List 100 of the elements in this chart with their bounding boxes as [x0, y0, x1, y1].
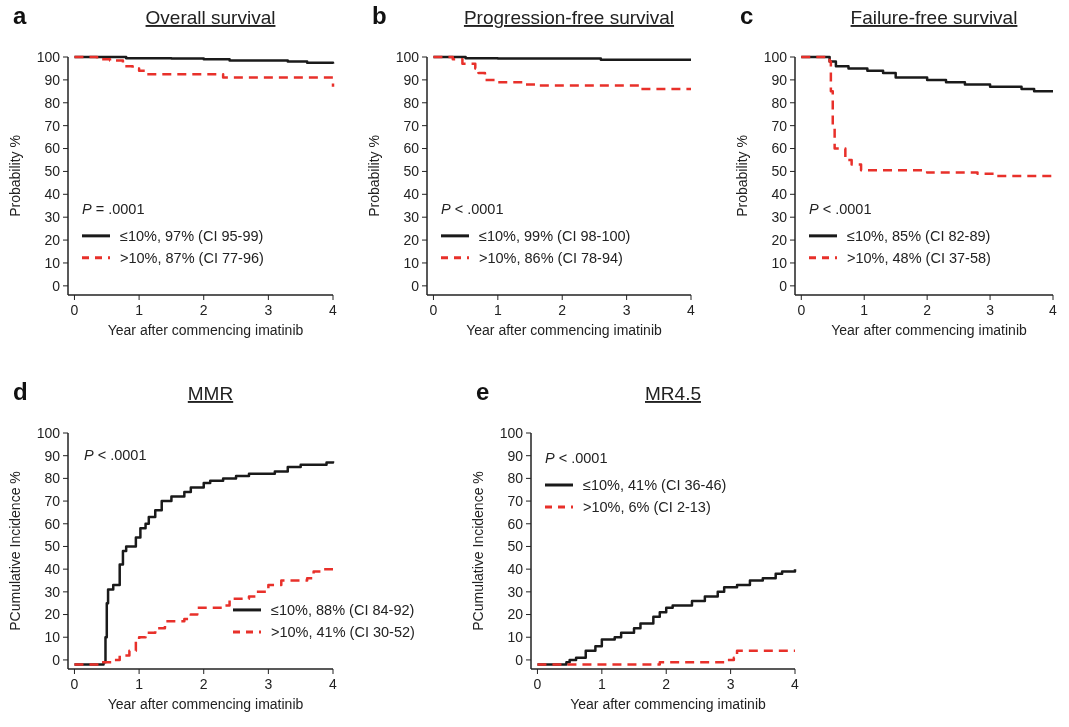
x-axis-title: Year after commencing imatinib [570, 696, 766, 712]
y-axis-title: Probability % [366, 135, 382, 217]
y-tick-label: 0 [52, 651, 61, 668]
text: c [740, 2, 754, 29]
y-tick-label: 80 [44, 470, 61, 487]
text: a [13, 2, 27, 29]
x-tick-label: 4 [329, 676, 338, 692]
annotation: P < .0001 [441, 200, 504, 217]
y-tick-label: 40 [44, 561, 61, 578]
y-tick-label: 30 [403, 209, 420, 226]
annotation: P = .0001 [82, 200, 145, 217]
y-tick-label: 60 [507, 515, 524, 532]
chart-title: Overall survival [145, 7, 276, 28]
x-tick-label: 1 [597, 676, 606, 692]
y-tick-label: 70 [507, 492, 524, 509]
chart-title: Failure-free survival [850, 7, 1018, 28]
text: d [13, 378, 28, 405]
x-tick-label: 4 [329, 302, 338, 318]
legend-label: ≤10%, 99% (CI 98-100) [479, 227, 631, 244]
x-tick-label: 2 [199, 302, 208, 318]
annotation: P < .0001 [809, 200, 872, 217]
x-tick-label: 3 [986, 302, 995, 318]
x-axis-title: Year after commencing imatinib [466, 322, 662, 338]
y-tick-label: 40 [507, 561, 524, 578]
chart-title: Progression-free survival [463, 7, 675, 28]
x-tick-label: 4 [791, 676, 800, 692]
y-tick-label: 100 [763, 48, 788, 65]
x-tick-label: 1 [135, 676, 144, 692]
y-tick-label: 90 [771, 71, 788, 88]
y-tick-label: 100 [36, 48, 61, 65]
x-tick-label: 3 [726, 676, 735, 692]
y-tick-label: 60 [44, 140, 61, 157]
y-tick-label: 60 [403, 140, 420, 157]
y-tick-label: 20 [507, 606, 524, 623]
legend-label: ≤10%, 88% (CI 84-92) [271, 601, 415, 618]
y-tick-label: 70 [771, 117, 788, 134]
y-tick-label: 40 [44, 186, 61, 203]
x-tick-label: 2 [662, 676, 671, 692]
y-tick-label: 80 [507, 470, 524, 487]
chart-title: MR4.5 [645, 383, 701, 404]
y-tick-label: 20 [44, 606, 61, 623]
x-axis-title: Year after commencing imatinib [831, 322, 1027, 338]
x-tick-label: 0 [70, 302, 79, 318]
y-tick-label: 70 [403, 117, 420, 134]
x-tick-label: 1 [135, 302, 144, 318]
x-tick-label: 2 [923, 302, 932, 318]
x-tick-label: 3 [622, 302, 631, 318]
y-axis-title: PCumulative Incidence % [470, 471, 486, 631]
y-tick-label: 60 [44, 515, 61, 532]
x-tick-label: 0 [70, 676, 79, 692]
y-axis-title: Probability % [7, 135, 23, 217]
y-tick-label: 10 [507, 629, 524, 646]
y-tick-label: 30 [44, 209, 61, 226]
x-axis-title: Year after commencing imatinib [107, 696, 304, 712]
x-tick-label: 0 [797, 302, 806, 318]
y-tick-label: 40 [403, 186, 420, 203]
y-tick-label: 0 [52, 277, 61, 294]
y-tick-label: 80 [771, 94, 788, 111]
y-tick-label: 40 [771, 186, 788, 203]
legend-label: ≤10%, 85% (CI 82-89) [847, 227, 991, 244]
legend-label: >10%, 86% (CI 78-94) [479, 249, 623, 266]
y-tick-label: 10 [771, 254, 788, 271]
y-tick-label: 90 [44, 447, 61, 464]
y-tick-label: 90 [507, 447, 524, 464]
text: b [372, 2, 387, 29]
legend-label: ≤10%, 97% (CI 95-99) [120, 227, 264, 244]
y-tick-label: 20 [403, 231, 420, 248]
annotation: P < .0001 [84, 447, 147, 463]
y-tick-label: 10 [44, 629, 61, 646]
x-tick-label: 1 [493, 302, 502, 318]
y-tick-label: 30 [771, 209, 788, 226]
y-tick-label: 30 [44, 583, 61, 600]
x-tick-label: 1 [860, 302, 869, 318]
y-tick-label: 50 [44, 163, 61, 180]
x-tick-label: 4 [1049, 302, 1058, 318]
y-tick-label: 50 [771, 163, 788, 180]
legend-label: ≤10%, 41% (CI 36-46) [583, 477, 727, 493]
y-tick-label: 20 [771, 231, 788, 248]
y-axis-title: PCumulative Incidence % [7, 471, 23, 631]
x-tick-label: 2 [199, 676, 208, 692]
y-tick-label: 50 [403, 163, 420, 180]
x-axis-title: Year after commencing imatinib [107, 322, 304, 338]
y-tick-label: 80 [403, 94, 420, 111]
chart-title: MMR [187, 383, 234, 404]
y-tick-label: 0 [411, 277, 420, 294]
y-tick-label: 50 [507, 538, 524, 555]
y-tick-label: 0 [779, 277, 788, 294]
y-tick-label: 10 [44, 254, 61, 271]
y-tick-label: 90 [403, 71, 420, 88]
x-tick-label: 0 [429, 302, 438, 318]
x-tick-label: 3 [264, 676, 273, 692]
x-tick-label: 4 [687, 302, 696, 318]
y-tick-label: 90 [44, 71, 61, 88]
legend-label: >10%, 6% (CI 2-13) [583, 499, 711, 515]
y-tick-label: 100 [395, 48, 420, 65]
y-tick-label: 60 [771, 140, 788, 157]
y-tick-label: 20 [44, 231, 61, 248]
x-tick-label: 2 [558, 302, 567, 318]
y-axis-title: Probability % [734, 135, 750, 217]
text: e [476, 378, 490, 405]
